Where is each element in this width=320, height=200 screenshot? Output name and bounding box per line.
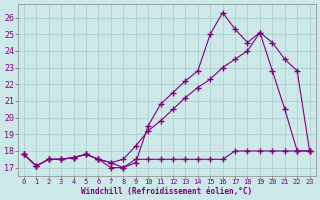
X-axis label: Windchill (Refroidissement éolien,°C): Windchill (Refroidissement éolien,°C) bbox=[81, 187, 252, 196]
